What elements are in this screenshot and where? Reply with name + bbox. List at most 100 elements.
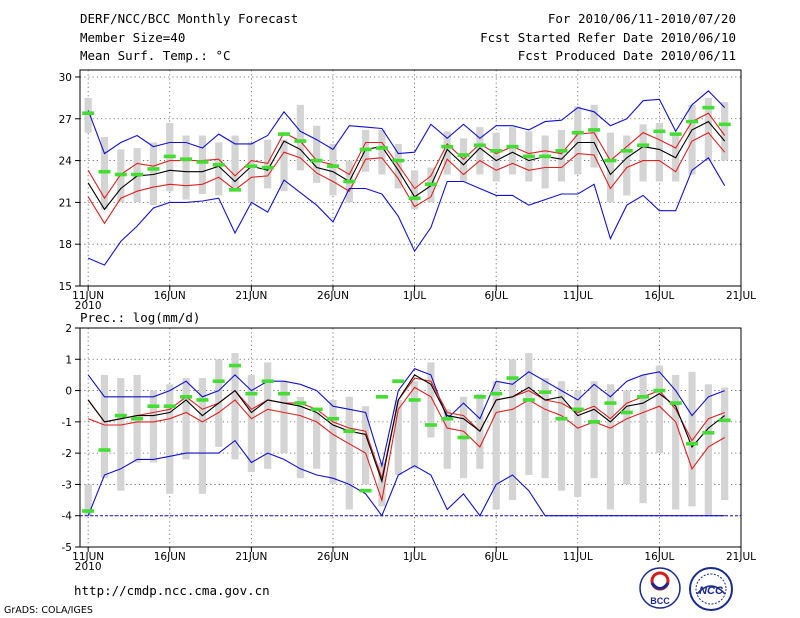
- ensemble-range-bar: [606, 384, 615, 510]
- inner-upper-line: [87, 112, 726, 200]
- x-tick-label: 11JUN: [72, 290, 104, 302]
- ensemble-range-bar: [394, 143, 402, 189]
- observation-marker: [326, 164, 339, 168]
- ensemble-range-bar: [84, 97, 92, 133]
- x-tick-label: 11JUL: [563, 290, 593, 302]
- ensemble-range-bar: [149, 390, 158, 463]
- observation-marker: [473, 143, 486, 148]
- x-tick-label: 26JUN: [317, 551, 349, 563]
- observation-marker: [98, 169, 111, 174]
- bcc-logo-text: BCC: [650, 596, 670, 606]
- y-tick-label: 2: [65, 323, 72, 335]
- forecast-period: For 2010/06/11-2010/07/20: [547, 11, 736, 26]
- x-tick-label: 6JUL: [485, 290, 508, 302]
- observation-marker: [261, 165, 274, 170]
- ensemble-range-bar: [623, 135, 631, 196]
- ensemble-range-bar: [394, 399, 402, 476]
- outer-upper-line: [87, 368, 725, 468]
- observation-marker: [669, 132, 682, 136]
- ensemble-range-bar: [198, 135, 207, 195]
- observation-marker: [424, 423, 437, 427]
- x-tick-label: 21JUN: [235, 290, 267, 302]
- ensemble-range-bar: [443, 131, 451, 175]
- precip-panel-title: Prec.: log(mm/d): [80, 310, 201, 325]
- observation-marker: [147, 167, 160, 171]
- ensemble-range-bar: [541, 378, 549, 479]
- ensemble-range-bar: [476, 127, 484, 175]
- ensemble-range-bar: [182, 135, 190, 200]
- ensemble-range-bar: [362, 406, 370, 485]
- observation-marker: [702, 105, 715, 110]
- plot-frame: [79, 69, 742, 287]
- x-tick-label: 26JUN: [317, 290, 349, 302]
- observation-marker: [375, 146, 388, 150]
- observation-marker: [408, 398, 421, 402]
- observation-marker: [457, 153, 470, 157]
- observation-marker: [82, 111, 95, 115]
- ensemble-range-bar: [590, 381, 598, 479]
- ensemble-range-bar: [280, 139, 288, 192]
- ensemble-range-bar: [508, 127, 517, 175]
- observation-marker: [555, 416, 568, 421]
- ensemble-range-bar: [606, 132, 615, 203]
- observation-marker: [457, 435, 470, 440]
- observation-marker: [702, 431, 715, 435]
- ensemble-range-bar: [508, 359, 517, 501]
- ensemble-range-bar: [84, 484, 92, 516]
- ensemble-range-bar: [410, 170, 419, 210]
- y-tick-label: 18: [59, 239, 72, 251]
- observation-marker: [408, 196, 421, 201]
- grads-credit: GrADS: COLA/IGES: [4, 605, 93, 616]
- observation-marker: [571, 130, 584, 135]
- ensemble-range-bar: [721, 102, 729, 161]
- observation-marker: [555, 149, 568, 153]
- forecast-start-date: Fcst Started Refer Date 2010/06/10: [480, 30, 736, 45]
- observation-marker: [490, 149, 503, 153]
- observation-marker: [392, 158, 405, 163]
- observation-marker: [669, 401, 682, 405]
- ensemble-range-bar: [688, 104, 696, 175]
- observation-marker: [245, 391, 258, 396]
- x-tick-label: 16JUN: [154, 290, 186, 302]
- observation-marker: [637, 395, 650, 399]
- ensemble-range-bar: [296, 396, 304, 479]
- observation-marker: [294, 139, 307, 143]
- y-tick-label: 30: [59, 72, 72, 84]
- observation-marker: [359, 488, 372, 493]
- x-tick-label: 6JUL: [485, 551, 508, 563]
- ensemble-range-bar: [557, 129, 566, 182]
- observation-marker: [278, 391, 291, 396]
- observation-marker: [604, 401, 617, 405]
- ensemble-range-bar: [329, 143, 337, 196]
- bcc-logo: BCC: [639, 567, 681, 609]
- ensemble-mean-line: [87, 120, 726, 211]
- ensemble-range-bar: [590, 104, 598, 168]
- ncc-logo-text: NCC: [699, 585, 724, 597]
- ensemble-range-bar: [410, 381, 419, 469]
- observation-marker: [180, 157, 193, 161]
- y-tick-label: -4: [62, 511, 73, 523]
- x-tick-label: 1JUL: [403, 551, 426, 563]
- observation-marker: [522, 154, 535, 159]
- ensemble-range-bar: [443, 409, 451, 469]
- observation-marker: [343, 179, 356, 184]
- ensemble-range-bar: [525, 353, 533, 476]
- inner-lower-line: [87, 132, 726, 225]
- x-tick-label: 11JUN: [72, 551, 104, 563]
- ensemble-range-bar: [231, 135, 239, 192]
- source-url[interactable]: http://cmdp.ncc.cma.gov.cn: [74, 583, 270, 598]
- ensemble-range-bar: [149, 142, 158, 206]
- ensemble-range-bar: [639, 374, 647, 504]
- ensemble-range-bar: [574, 106, 582, 175]
- y-tick-label: -5: [62, 542, 72, 554]
- x-tick-label: 21JUL: [726, 290, 756, 302]
- ensemble-range-bar: [329, 399, 337, 485]
- forecast-produced-date: Fcst Produced Date 2010/06/11: [517, 48, 736, 63]
- observation-marker: [653, 388, 666, 393]
- year-label: 2010: [75, 561, 102, 573]
- ensemble-range-bar: [100, 374, 109, 479]
- observation-marker: [326, 416, 339, 421]
- year-label: 2010: [75, 300, 102, 312]
- observation-marker: [539, 154, 552, 159]
